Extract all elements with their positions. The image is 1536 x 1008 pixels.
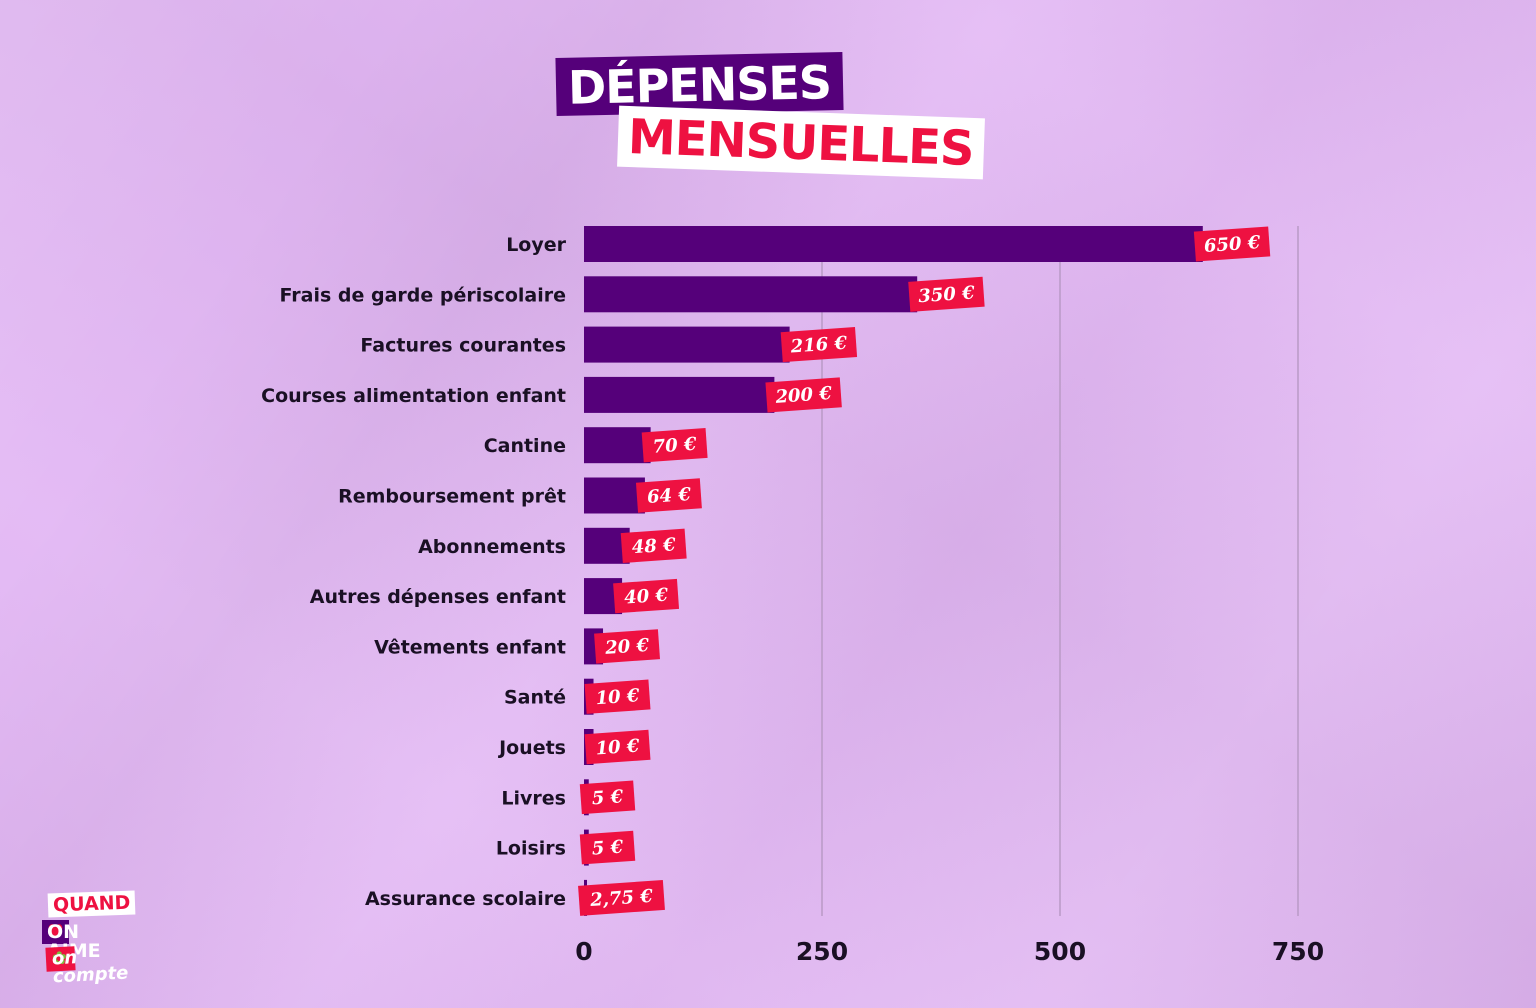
value-label: 2,75 € — [578, 879, 665, 916]
category-label: Jouets — [497, 737, 566, 759]
bar — [584, 326, 790, 363]
category-label: Remboursement prêt — [338, 486, 566, 508]
value-label: 5 € — [579, 830, 636, 865]
category-label: Abonnements — [418, 536, 566, 558]
category-label: Loyer — [506, 234, 566, 256]
x-tick-label: 250 — [796, 937, 848, 966]
value-label-text: 70 € — [652, 434, 698, 458]
bar — [584, 376, 775, 413]
category-label: Frais de garde périscolaire — [280, 284, 566, 306]
value-label-box — [765, 377, 842, 413]
value-label-text: 20 € — [603, 635, 650, 659]
value-label-text: 10 € — [595, 685, 641, 709]
value-label: 650 € — [1193, 226, 1271, 262]
logo-line2-on: ON — [47, 921, 80, 943]
value-label-text: 5 € — [591, 836, 624, 859]
bar — [584, 226, 1203, 262]
category-label: Assurance scolaire — [365, 888, 566, 910]
value-label: 64 € — [635, 478, 702, 513]
value-label: 40 € — [613, 578, 680, 614]
logo-line1: QUAND — [47, 890, 136, 918]
category-label: Autres dépenses enfant — [310, 586, 566, 608]
x-tick-label: 750 — [1272, 937, 1324, 966]
value-label: 48 € — [620, 528, 687, 563]
category-label: Loisirs — [496, 838, 566, 860]
value-label-box — [620, 528, 687, 563]
category-label: Factures courantes — [360, 335, 566, 357]
x-tick-label: 0 — [575, 937, 592, 966]
category-label: Santé — [504, 687, 566, 709]
value-label: 216 € — [780, 327, 858, 363]
value-label: 10 € — [584, 679, 651, 714]
value-label-text: 350 € — [918, 282, 976, 307]
value-label-text: 200 € — [774, 383, 833, 408]
value-label-box — [584, 729, 651, 765]
value-label-box — [594, 629, 661, 664]
value-label-text: 64 € — [646, 484, 692, 508]
value-label-box — [641, 428, 708, 463]
category-label: Vêtements enfant — [374, 636, 566, 658]
value-label: 200 € — [765, 377, 842, 413]
value-label-box — [780, 327, 858, 363]
value-label-text: 5 € — [591, 786, 624, 809]
value-label-text: 2,75 € — [589, 886, 654, 911]
category-label: Courses alimentation enfant — [261, 385, 566, 407]
heart-icon: ♥ — [47, 921, 65, 943]
value-label-box — [1193, 226, 1271, 262]
value-label-box — [579, 780, 636, 815]
value-label-box — [635, 478, 702, 513]
value-label: 350 € — [908, 276, 985, 312]
bar — [584, 477, 645, 514]
logo-line2: ON♥AIME — [42, 920, 101, 961]
value-label-box — [613, 578, 680, 614]
x-tick-label: 500 — [1034, 937, 1086, 966]
logo-line3: on ✿ compte — [45, 946, 129, 987]
value-label-box — [908, 276, 985, 312]
value-label-text: 10 € — [595, 735, 641, 759]
value-label-text: 216 € — [789, 333, 848, 358]
value-label-box — [579, 830, 636, 865]
value-label-text: 650 € — [1203, 232, 1261, 257]
value-label: 70 € — [641, 428, 708, 463]
value-label-text: 48 € — [631, 534, 677, 558]
value-label-text: 40 € — [624, 585, 670, 609]
category-label: Livres — [501, 787, 566, 809]
category-label: Cantine — [484, 435, 566, 457]
logo-line3-compte: compte — [52, 962, 129, 988]
value-label: 5 € — [579, 780, 636, 815]
value-label-box — [578, 879, 665, 916]
value-label-box — [584, 679, 651, 714]
bar — [584, 427, 651, 464]
value-label: 20 € — [594, 629, 661, 664]
value-label: 10 € — [584, 729, 651, 765]
bar — [584, 276, 918, 313]
